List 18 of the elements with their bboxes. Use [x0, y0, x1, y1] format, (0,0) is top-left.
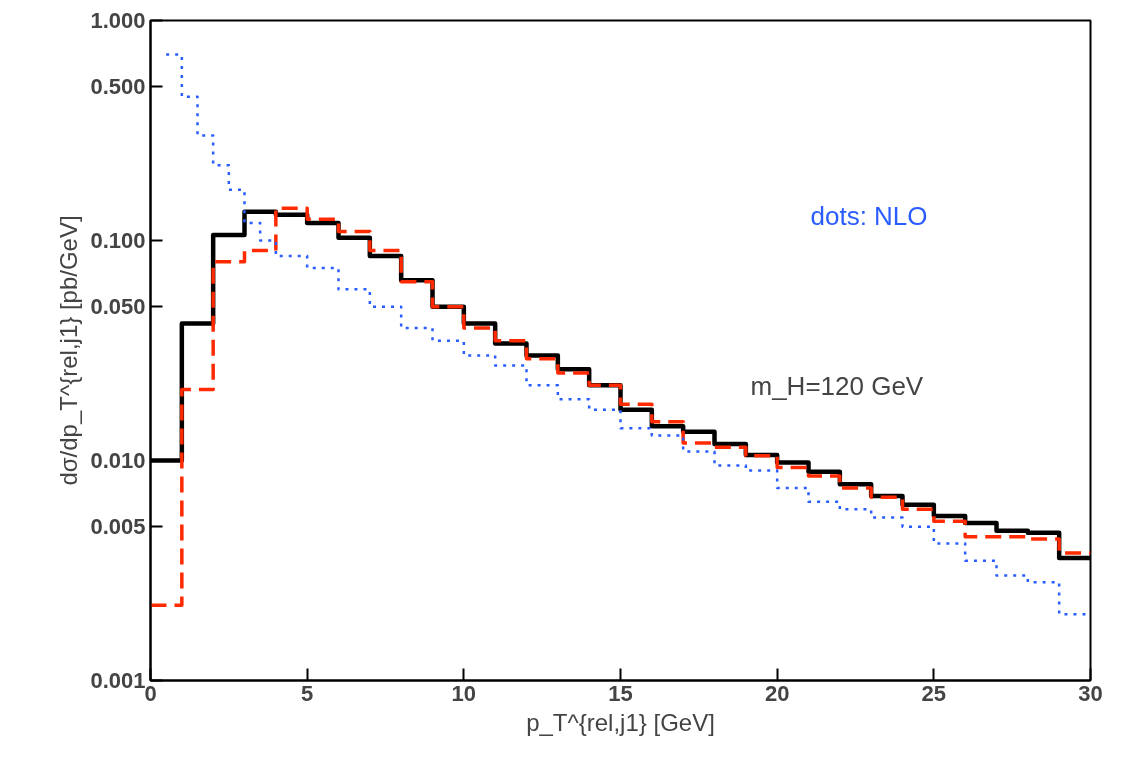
x-tick-label: 15 — [608, 680, 633, 706]
x-tick-label: 25 — [921, 680, 947, 706]
x-tick-label: 5 — [301, 680, 314, 706]
x-tick-label: 20 — [764, 680, 790, 706]
y-tick-label: 1.000 — [90, 8, 146, 33]
x-tick-label: 10 — [451, 680, 477, 706]
y-axis-title: dσ/dp_T^{rel,j1} [pb/GeV] — [55, 215, 83, 486]
annotation: m_H=120 GeV — [750, 370, 924, 401]
y-tick-label: 0.010 — [90, 448, 146, 473]
y-tick-label: 0.500 — [90, 74, 146, 100]
y-tick-label: 0.050 — [90, 294, 146, 320]
x-axis-title: p_T^{rel,j1} [GeV] — [526, 708, 715, 736]
x-tick-label: 30 — [1078, 680, 1103, 706]
text: dots: NLO — [810, 200, 928, 231]
y-tick-label: 0.005 — [90, 514, 146, 540]
x-tick-label: 0 — [144, 680, 157, 706]
y-tick-label: 0.100 — [90, 228, 146, 253]
y-tick-label: 0.001 — [90, 668, 146, 693]
